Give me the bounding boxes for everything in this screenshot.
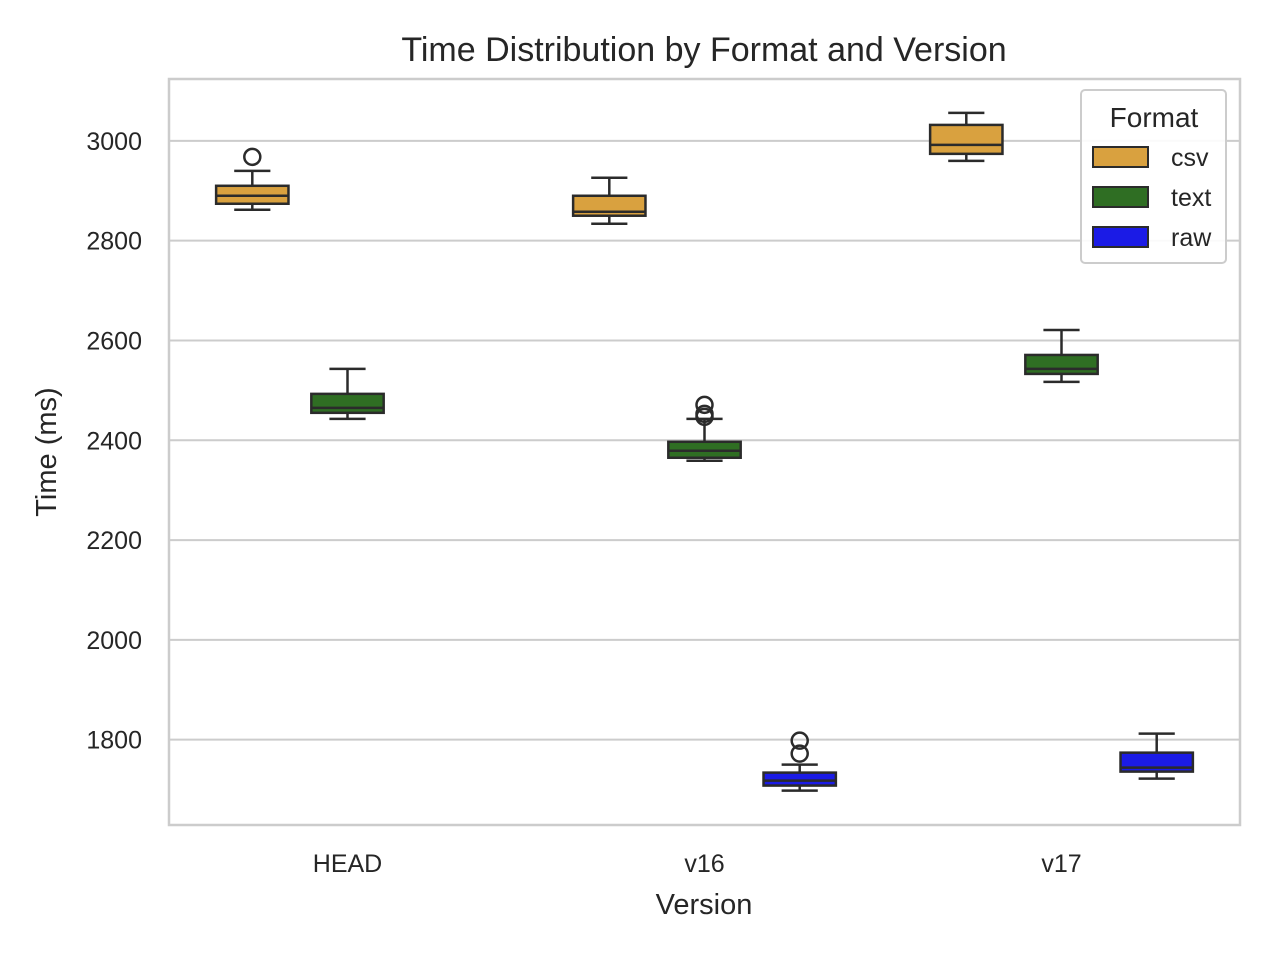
x-tick-label: HEAD (313, 850, 382, 878)
box-raw-v17 (1119, 732, 1195, 780)
boxes (214, 111, 1195, 792)
legend-item-raw: raw (1092, 224, 1212, 252)
legend[interactable]: Format csv text raw (1080, 89, 1227, 264)
box-text-head (310, 367, 385, 421)
box-csv-v16 (571, 176, 647, 225)
plot-frame (167, 77, 1242, 827)
legend-label: raw (1171, 224, 1212, 252)
legend-swatch (1092, 186, 1149, 208)
box-csv-v17 (928, 111, 1004, 163)
box-text-v16 (667, 395, 742, 462)
x-axis-ticks: HEAD v16 v17 (313, 850, 1082, 878)
legend-swatch (1092, 226, 1149, 248)
legend-swatch (1092, 146, 1149, 168)
box-text-v17 (1024, 328, 1099, 384)
y-tick-label: 3000 (86, 128, 142, 156)
outlier-point (790, 731, 809, 750)
y-tick-label: 2200 (86, 527, 142, 555)
legend-title: Format (1110, 102, 1199, 133)
legend-label: text (1171, 184, 1211, 212)
y-axis-label: Time (ms) (31, 387, 63, 516)
y-tick-label: 2800 (86, 228, 142, 256)
outlier-point (695, 407, 714, 427)
legend-item-csv: csv (1092, 144, 1209, 172)
y-tick-label: 2600 (86, 327, 142, 355)
legend-label: csv (1171, 144, 1209, 172)
box-iqr (310, 392, 385, 415)
box-csv-head (214, 147, 290, 211)
outlier-point (695, 395, 714, 415)
y-tick-label: 2000 (86, 627, 142, 655)
outlier-point (243, 147, 262, 167)
x-axis-label: Version (656, 889, 753, 921)
y-tick-label: 1800 (86, 727, 142, 755)
y-tick-label: 2400 (86, 427, 142, 455)
y-axis-ticks: 1800 2000 2200 2400 2600 2800 3000 (86, 128, 142, 755)
chart-title: Time Distribution by Format and Version (401, 31, 1006, 69)
box-iqr (1024, 353, 1099, 376)
box-iqr (928, 123, 1004, 156)
box-raw-v16 (762, 731, 838, 792)
outlier-point (790, 744, 809, 763)
grid-lines (169, 139, 1240, 741)
x-tick-label: v17 (1041, 850, 1081, 878)
box-iqr (762, 771, 838, 787)
x-tick-label: v16 (684, 850, 724, 878)
legend-item-text: text (1092, 184, 1211, 212)
